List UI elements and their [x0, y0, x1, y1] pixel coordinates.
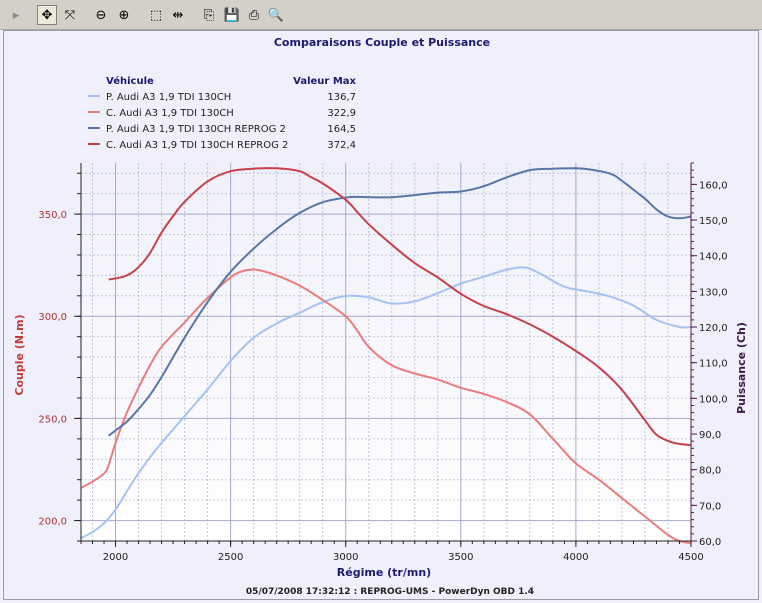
x-axis-label: Régime (tr/mn) — [337, 566, 431, 579]
legend-label: C. Audi A3 1,9 TDI 130CH — [106, 108, 234, 119]
chart-footer: 05/07/2008 17:32:12 : REPROG-UMS - Power… — [246, 587, 534, 597]
legend-max-value: 164,5 — [327, 124, 356, 135]
legend-header-vehicle: Véhicule — [106, 75, 154, 87]
y-left-tick-label: 250,0 — [38, 414, 67, 425]
chart-toolbar: ▸ ✥ ⤧ ⊖ ⊕ ⬚ ⇹ ⎘ 💾 ⎙ 🔍 — [0, 0, 762, 30]
x-tick-label: 4000 — [563, 552, 588, 563]
y-left-tick-label: 350,0 — [38, 210, 67, 221]
zoom-out-icon[interactable]: ⊖ — [95, 7, 107, 23]
y-right-tick-label: 140,0 — [699, 252, 728, 263]
y-right-tick-label: 80,0 — [699, 466, 721, 477]
y-axis-left-label: Couple (N.m) — [13, 314, 26, 395]
legend: Véhicule Valeur Max P. Audi A3 1,9 TDI 1… — [88, 75, 357, 151]
pan-icon[interactable]: ✥ — [37, 5, 57, 25]
y-axis-right-label: Puissance (Ch) — [735, 322, 748, 414]
chart-title: Comparaisons Couple et Puissance — [274, 36, 490, 49]
zoom-in-icon[interactable]: ⊕ — [118, 7, 130, 23]
series-line — [108, 167, 692, 446]
y-right-tick-label: 120,0 — [699, 323, 728, 334]
y-right-tick-label: 100,0 — [699, 394, 728, 405]
split-icon[interactable]: ⇹ — [172, 7, 184, 23]
expand-arrow-icon[interactable]: ▸ — [12, 7, 20, 23]
legend-max-value: 322,9 — [327, 108, 356, 119]
legend-header-max: Valeur Max — [293, 76, 356, 87]
y-left-tick-label: 200,0 — [38, 517, 67, 528]
print-icon[interactable]: ⎙ — [248, 7, 260, 23]
y-right-tick-label: 130,0 — [699, 287, 728, 298]
series-line — [80, 268, 692, 544]
x-tick-label: 3500 — [448, 552, 473, 563]
y-left-tick-label: 300,0 — [38, 312, 67, 323]
plot-area — [81, 163, 691, 541]
series-line — [107, 167, 692, 437]
x-tick-label: 2000 — [103, 552, 128, 563]
y-right-tick-label: 110,0 — [699, 359, 728, 370]
y-right-tick-label: 60,0 — [699, 537, 721, 548]
select-area-icon[interactable]: ⬚ — [149, 7, 163, 23]
save-icon[interactable]: 💾 — [223, 7, 241, 23]
y-right-tick-label: 70,0 — [699, 501, 721, 512]
print-preview-icon[interactable]: 🔍 — [267, 7, 285, 23]
zoom-fit-icon[interactable]: ⤧ — [64, 7, 76, 23]
legend-label: P. Audi A3 1,9 TDI 130CH — [106, 92, 231, 103]
y-right-tick-label: 90,0 — [699, 430, 721, 441]
x-tick-label: 4500 — [678, 552, 703, 563]
copy-icon[interactable]: ⎘ — [203, 7, 215, 23]
legend-max-value: 136,7 — [327, 92, 356, 103]
y-right-tick-label: 160,0 — [699, 180, 728, 191]
legend-max-value: 372,4 — [327, 140, 356, 151]
x-tick-label: 2500 — [218, 552, 243, 563]
y-right-tick-label: 150,0 — [699, 216, 728, 227]
legend-label: C. Audi A3 1,9 TDI 130CH REPROG 2 — [106, 140, 288, 151]
legend-label: P. Audi A3 1,9 TDI 130CH REPROG 2 — [106, 124, 286, 135]
x-tick-label: 3000 — [333, 552, 358, 563]
series-line — [80, 266, 692, 539]
